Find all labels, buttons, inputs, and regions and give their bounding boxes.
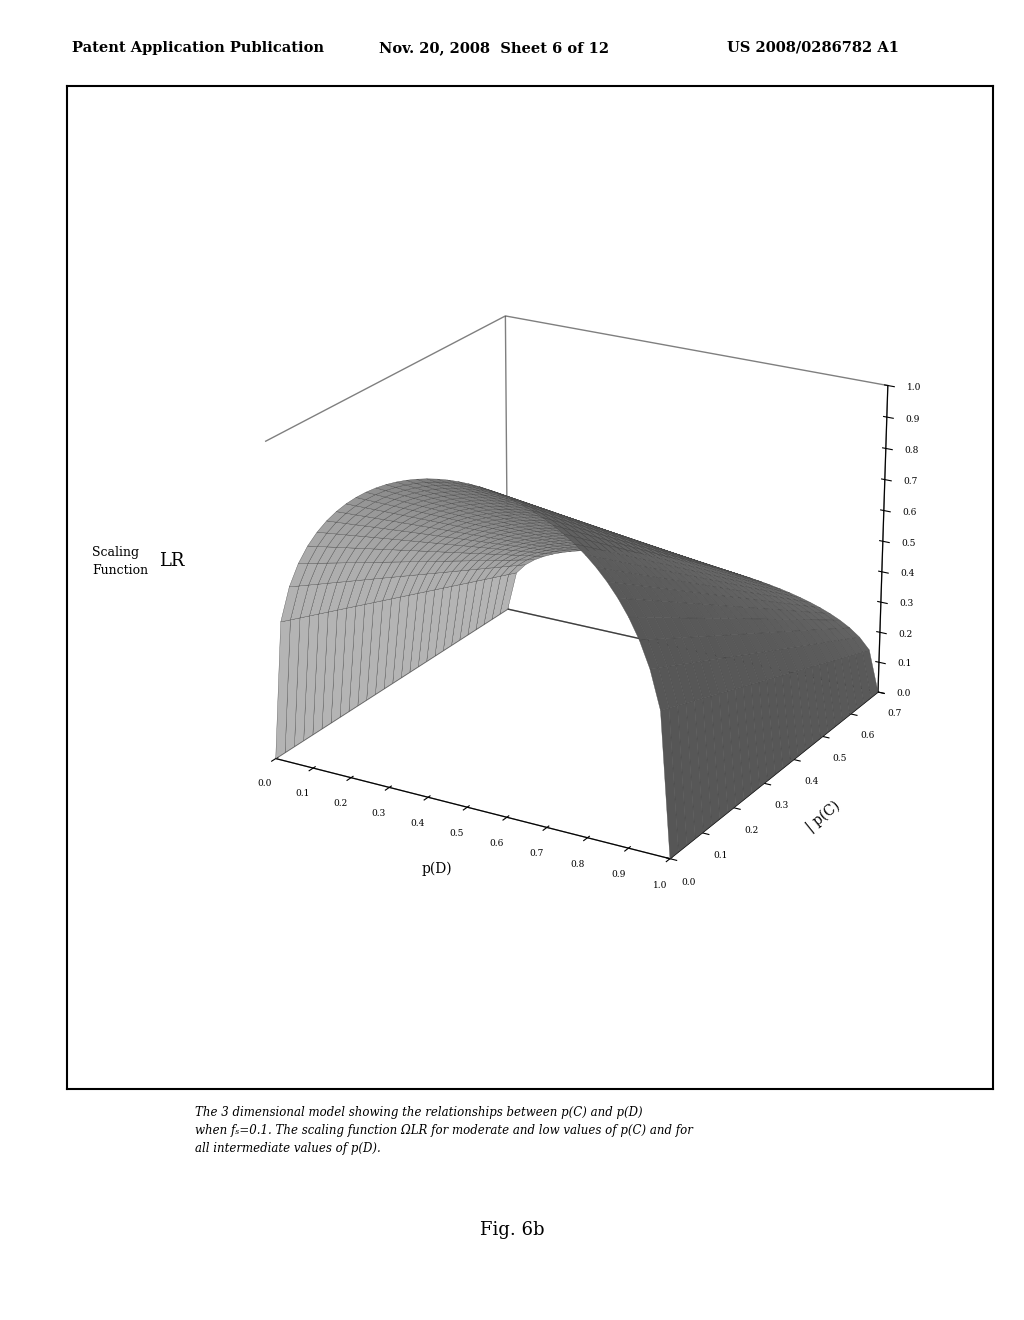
Text: Scaling
Function: Scaling Function: [92, 545, 148, 577]
X-axis label: p(D): p(D): [422, 862, 453, 876]
Text: The 3 dimensional model showing the relationships between p(C) and p(D)
when fₛ=: The 3 dimensional model showing the rela…: [195, 1106, 692, 1155]
Y-axis label: | p(C): | p(C): [803, 799, 844, 834]
Text: LR: LR: [159, 552, 184, 570]
Text: Patent Application Publication: Patent Application Publication: [72, 41, 324, 55]
Text: Nov. 20, 2008  Sheet 6 of 12: Nov. 20, 2008 Sheet 6 of 12: [379, 41, 609, 55]
Text: US 2008/0286782 A1: US 2008/0286782 A1: [727, 41, 899, 55]
Text: Fig. 6b: Fig. 6b: [480, 1221, 544, 1239]
